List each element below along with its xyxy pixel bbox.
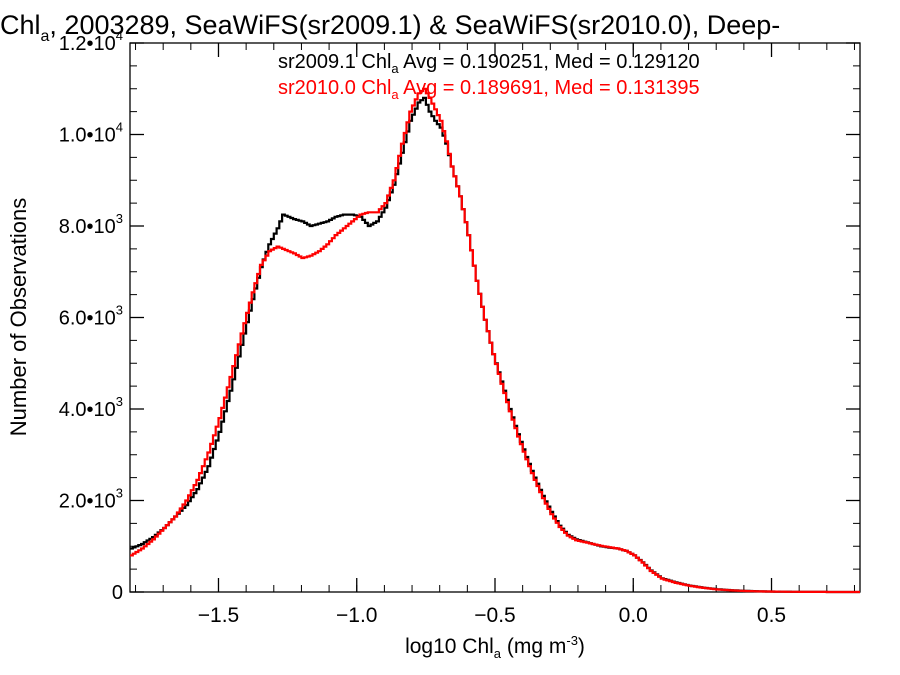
y-tick-label-mantissa: 6.0•10 <box>59 308 116 330</box>
x-tick-label: −0.5 <box>474 604 515 627</box>
x-tick-label: −1.5 <box>198 604 239 627</box>
legend-entry-sr2009.1: sr2009.1 Chla Avg = 0.190251, Med = 0.12… <box>278 51 700 76</box>
x-axis-label-main: log10 Chl <box>405 635 494 658</box>
y-tick-label: 1.0•104 <box>59 120 123 147</box>
y-tick-label-exponent: 4 <box>116 120 123 135</box>
y-tick-label-mantissa: 0 <box>112 582 123 604</box>
y-axis-label: Number of Observations <box>6 198 31 436</box>
legend-entry-subscript: a <box>391 87 399 102</box>
y-tick-label-mantissa: 1.0•10 <box>59 125 116 147</box>
x-axis-label-subscript: a <box>494 646 502 661</box>
y-tick-label-exponent: 3 <box>116 394 123 409</box>
series-sr2010.0-line <box>130 87 860 594</box>
y-tick-label: 8.0•103 <box>59 211 123 238</box>
x-axis-label: log10 Chla (mg m-3) <box>405 633 585 661</box>
y-tick-label-mantissa: 8.0•10 <box>59 216 116 238</box>
chart-title-rest: , 2003289, SeaWiFS(sr2009.1) & SeaWiFS(s… <box>49 10 780 40</box>
y-tick-label-mantissa: 1.2•10 <box>59 33 116 55</box>
y-tick-label: 6.0•103 <box>59 303 123 330</box>
legend-entry-stats: Avg = 0.190251, Med = 0.129120 <box>399 51 700 73</box>
legend-entry-label: sr2010.0 Chl <box>278 77 391 99</box>
legend-entry-stats: Avg = 0.189691, Med = 0.131395 <box>399 77 700 99</box>
y-tick-label: 4.0•103 <box>59 394 123 421</box>
y-tick-label-exponent: 3 <box>116 486 123 501</box>
x-axis-label-close: ) <box>578 635 585 658</box>
y-tick-label-exponent: 3 <box>116 211 123 226</box>
legend: sr2009.1 Chla Avg = 0.190251, Med = 0.12… <box>278 51 700 102</box>
x-axis-label-unit-superscript: -3 <box>566 633 578 648</box>
y-tick-label-exponent: 4 <box>116 28 123 43</box>
y-tick-label: 2.0•103 <box>59 486 123 513</box>
series-group <box>130 87 860 594</box>
plot-area-frame <box>129 42 861 593</box>
legend-entry-sr2010.0: sr2010.0 Chla Avg = 0.189691, Med = 0.13… <box>278 77 700 102</box>
y-tick-label: 1.2•104 <box>59 28 123 55</box>
x-axis-label-unit: (mg m <box>501 635 566 658</box>
chart-title-main: Chl <box>0 10 41 40</box>
y-tick-label-mantissa: 2.0•10 <box>59 491 116 513</box>
chart-title-subscript: a <box>41 28 50 45</box>
x-axis: −1.5 −1.0 −0.5 0.0 0.5 <box>135 43 855 627</box>
x-tick-label: 0.5 <box>757 604 786 627</box>
chart-title: Chla, 2003289, SeaWiFS(sr2009.1) & SeaWi… <box>0 10 780 45</box>
y-tick-label-exponent: 3 <box>116 303 123 318</box>
y-tick-label: 0 <box>112 582 123 604</box>
y-axis: 02.0•1034.0•1036.0•1038.0•1031.0•1041.2•… <box>59 28 860 604</box>
legend-entry-subscript: a <box>391 61 399 76</box>
legend-entry-label: sr2009.1 Chl <box>278 51 391 73</box>
y-tick-label-mantissa: 4.0•10 <box>59 399 116 421</box>
x-tick-label: 0.0 <box>619 604 648 627</box>
x-tick-label: −1.0 <box>336 604 377 627</box>
